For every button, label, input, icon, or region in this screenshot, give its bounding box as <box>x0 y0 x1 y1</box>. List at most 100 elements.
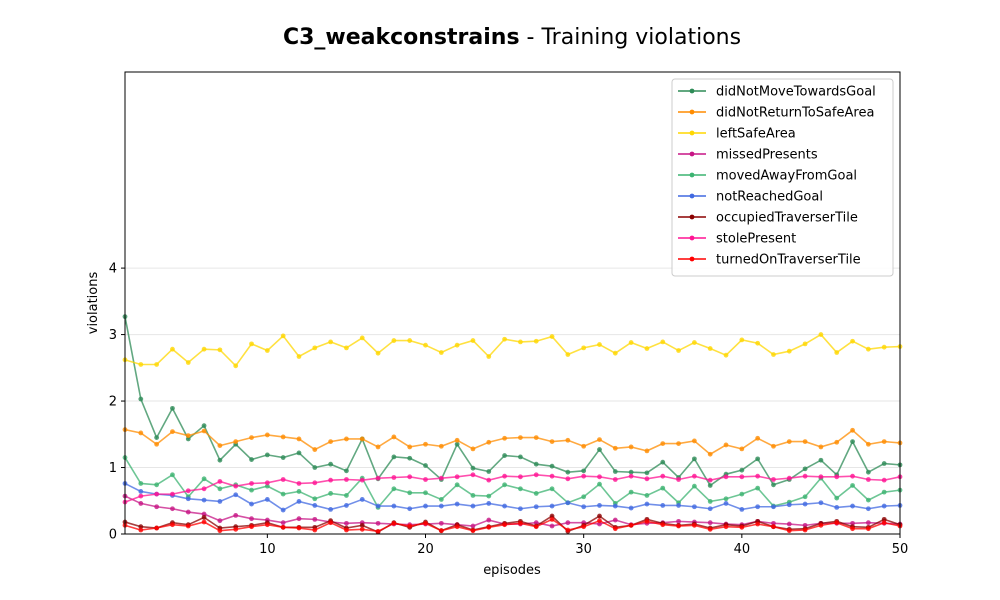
data-point <box>676 503 681 508</box>
data-point <box>407 338 413 343</box>
data-point <box>201 497 207 503</box>
data-point <box>818 444 824 450</box>
data-point <box>865 346 871 352</box>
data-point <box>296 436 302 442</box>
data-point <box>470 446 476 452</box>
data-point <box>565 476 571 482</box>
data-point <box>644 501 650 507</box>
legend-label: missedPresents <box>716 148 818 163</box>
data-point <box>359 335 365 341</box>
data-point <box>502 503 507 509</box>
data-point <box>628 469 634 475</box>
data-point <box>691 504 697 510</box>
data-point <box>280 507 286 513</box>
data-point <box>739 507 745 512</box>
data-point <box>264 432 270 438</box>
data-point <box>170 522 175 528</box>
legend-item: occupiedTraverserTile <box>678 211 858 226</box>
data-point <box>312 496 318 502</box>
data-point <box>802 466 808 472</box>
data-point <box>771 443 776 449</box>
data-point <box>865 506 871 512</box>
axis-ticks: 0 1 2 3 4 10 20 30 40 50 <box>109 262 909 557</box>
y-tick-label: 1 <box>109 461 117 476</box>
data-point <box>755 340 761 346</box>
data-point <box>739 446 745 452</box>
data-point <box>217 499 223 504</box>
data-point <box>834 439 840 445</box>
data-point <box>771 524 776 530</box>
data-point <box>786 348 792 354</box>
data-point <box>217 347 223 353</box>
data-point <box>533 461 539 467</box>
data-point <box>518 474 523 480</box>
data-point <box>755 456 761 462</box>
data-point <box>217 443 223 448</box>
data-point <box>549 463 555 469</box>
data-point <box>201 486 207 492</box>
data-point <box>217 486 223 492</box>
data-point <box>217 479 223 484</box>
data-point <box>185 496 191 502</box>
data-point <box>881 477 887 483</box>
data-point <box>391 486 397 492</box>
data-point <box>328 339 334 345</box>
data-point <box>170 506 175 512</box>
series-didNotReturnToSafeArea <box>122 427 903 457</box>
data-point <box>249 457 254 462</box>
data-point <box>628 505 634 511</box>
data-point <box>612 445 618 451</box>
data-point <box>375 528 381 534</box>
data-point <box>533 504 539 510</box>
legend-label: movedAwayFromGoal <box>716 169 857 184</box>
data-point <box>834 520 840 526</box>
data-point <box>344 503 349 508</box>
data-point <box>486 469 492 474</box>
data-point <box>423 463 428 468</box>
data-point <box>407 444 413 450</box>
data-point <box>154 491 160 497</box>
data-point <box>486 439 492 445</box>
data-point <box>249 481 254 486</box>
data-point <box>802 522 808 528</box>
data-point <box>391 338 397 343</box>
data-point <box>644 493 650 498</box>
data-point <box>344 477 349 482</box>
data-point <box>597 447 602 452</box>
legend-item: missedPresents <box>678 148 818 163</box>
data-point <box>264 480 270 486</box>
data-point <box>644 470 650 476</box>
data-point <box>834 474 840 480</box>
data-point <box>280 520 286 526</box>
data-point <box>802 439 808 444</box>
data-point <box>644 518 650 524</box>
data-point <box>691 473 697 479</box>
legend-swatch-marker <box>689 256 695 262</box>
data-point <box>233 439 239 444</box>
data-point <box>264 483 270 489</box>
data-point <box>185 436 191 442</box>
data-point <box>691 340 697 345</box>
data-point <box>723 442 729 448</box>
data-point <box>660 441 666 446</box>
data-point <box>375 444 381 450</box>
data-point <box>802 494 808 500</box>
data-point <box>771 520 776 526</box>
data-point <box>518 454 523 460</box>
data-point <box>597 518 602 524</box>
data-point <box>407 490 413 496</box>
data-point <box>296 525 302 531</box>
data-point <box>533 472 539 478</box>
data-point <box>628 489 634 495</box>
data-point <box>881 503 887 509</box>
data-point <box>612 469 618 474</box>
data-point <box>454 501 460 507</box>
data-point <box>881 461 887 466</box>
data-point <box>533 491 539 496</box>
data-point <box>138 524 144 530</box>
legend-item: leftSafeArea <box>678 127 796 142</box>
data-point <box>518 506 523 512</box>
data-point <box>707 483 713 488</box>
data-point <box>264 497 270 502</box>
data-point <box>612 477 618 482</box>
